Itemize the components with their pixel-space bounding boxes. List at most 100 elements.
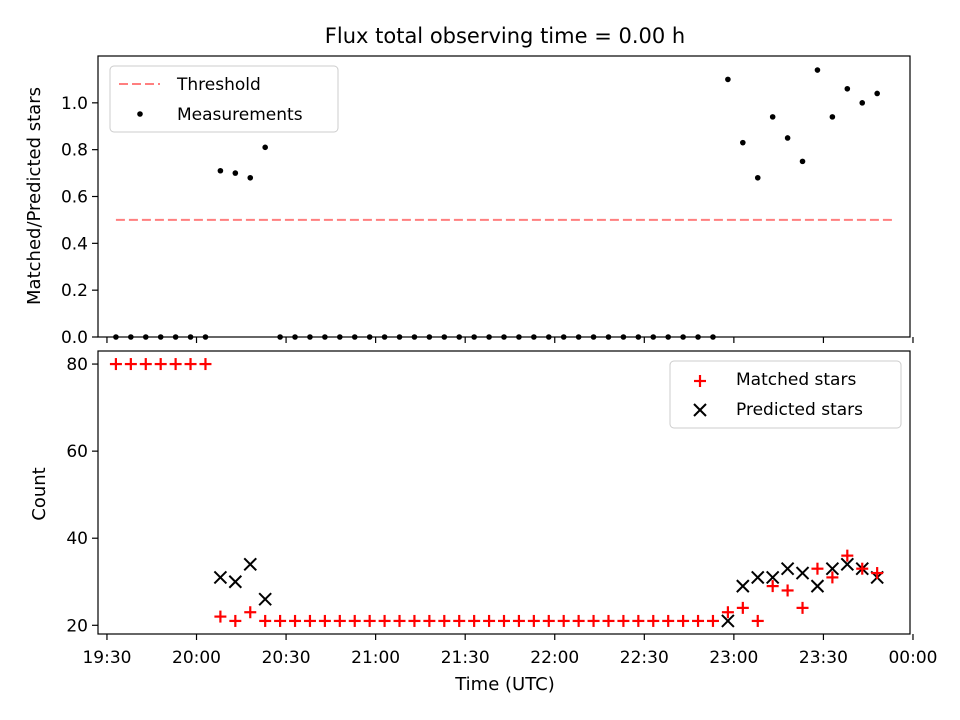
predicted-point-4 bbox=[721, 614, 735, 628]
matched-point-40 bbox=[706, 614, 719, 627]
count-y-ticks: 20 40 60 80 bbox=[66, 355, 98, 636]
predicted-legend-swatch bbox=[693, 403, 707, 417]
ratio-y-axis-label: Matched/Predicted stars bbox=[24, 87, 45, 305]
ratio-y-tick-label-0: 0.0 bbox=[61, 328, 88, 348]
count-y-tick-label-2: 60 bbox=[66, 442, 88, 462]
matched-point-43 bbox=[751, 614, 764, 627]
matched-point-46 bbox=[796, 601, 809, 614]
matched-point-5 bbox=[184, 358, 197, 371]
measurement-point-50 bbox=[859, 100, 866, 106]
count-legend-frame bbox=[669, 360, 902, 429]
measurement-point-48 bbox=[829, 114, 836, 120]
measurement-point-41 bbox=[725, 76, 731, 83]
matched-point-0 bbox=[109, 358, 122, 371]
matched-point-37 bbox=[662, 614, 675, 627]
ratio-y-tick-label-4: 0.8 bbox=[61, 141, 88, 161]
x-tick-label-8: 23:30 bbox=[799, 648, 848, 668]
matched-point-7 bbox=[214, 610, 227, 623]
measurement-point-44 bbox=[769, 114, 776, 120]
ratio-y-tick-label-2: 0.4 bbox=[61, 234, 88, 254]
matched-point-35 bbox=[632, 614, 645, 627]
matched-point-36 bbox=[647, 614, 660, 627]
matched-point-45 bbox=[781, 584, 794, 597]
matched-point-14 bbox=[318, 614, 331, 627]
x-tick-label-9: 00:00 bbox=[888, 648, 937, 668]
matched-point-6 bbox=[199, 358, 212, 371]
predicted-point-2 bbox=[243, 557, 257, 572]
x-tick-label-2: 20:30 bbox=[262, 648, 311, 668]
x-tick-label-5: 22:00 bbox=[530, 648, 579, 668]
count-marks bbox=[109, 358, 884, 628]
predicted-point-12 bbox=[840, 557, 855, 572]
matched-point-19 bbox=[393, 614, 406, 627]
matched-point-10 bbox=[259, 614, 272, 627]
matched-point-47 bbox=[811, 562, 824, 575]
measurement-point-45 bbox=[784, 135, 791, 141]
matched-point-21 bbox=[423, 614, 436, 627]
matched-point-41 bbox=[721, 606, 734, 619]
matched-point-25 bbox=[483, 614, 496, 627]
predicted-point-8 bbox=[780, 561, 795, 576]
chart-title: Flux total observing time = 0.00 h bbox=[325, 24, 685, 48]
matched-point-3 bbox=[154, 358, 167, 371]
matched-point-24 bbox=[468, 614, 481, 627]
ratio-plot-frame bbox=[97, 55, 911, 338]
measurement-point-42 bbox=[740, 139, 746, 146]
count-y-tick-label-1: 40 bbox=[66, 529, 88, 549]
matched-legend-label: Matched stars bbox=[736, 370, 856, 390]
predicted-point-10 bbox=[810, 579, 825, 593]
x-tick-label-3: 21:00 bbox=[351, 648, 400, 668]
ratio-panel: 0.0 0.2 0.4 0.6 0.8 1.0 Matched/Predicted sta… bbox=[24, 55, 914, 348]
matched-point-31 bbox=[572, 614, 585, 627]
measurement-point-10 bbox=[262, 144, 268, 151]
matched-point-33 bbox=[602, 614, 615, 627]
matched-point-8 bbox=[229, 614, 242, 627]
predicted-point-7 bbox=[765, 570, 780, 585]
matched-point-44 bbox=[766, 580, 779, 593]
matched-point-48 bbox=[826, 571, 839, 584]
matched-legend-swatch bbox=[694, 375, 706, 387]
matched-point-13 bbox=[303, 614, 316, 627]
measurement-point-7 bbox=[217, 167, 224, 174]
measurement-point-47 bbox=[814, 67, 821, 73]
matched-point-50 bbox=[856, 562, 869, 575]
matched-point-4 bbox=[169, 358, 182, 371]
predicted-point-5 bbox=[736, 579, 750, 593]
ratio-y-ticks: 0.0 0.2 0.4 0.6 0.8 1.0 bbox=[61, 94, 98, 348]
measurements-legend-swatch bbox=[137, 111, 143, 117]
count-y-tick-label-0: 20 bbox=[66, 616, 88, 636]
measurement-point-8 bbox=[232, 170, 239, 176]
matched-point-17 bbox=[363, 614, 376, 627]
predicted-point-1 bbox=[228, 575, 243, 589]
matched-point-28 bbox=[527, 614, 540, 627]
measurement-point-46 bbox=[799, 158, 806, 165]
matched-point-49 bbox=[841, 549, 854, 562]
matched-point-22 bbox=[438, 614, 451, 627]
predicted-point-0 bbox=[213, 570, 228, 585]
count-plot-frame bbox=[97, 350, 911, 635]
matched-point-34 bbox=[617, 614, 630, 627]
matched-point-1 bbox=[124, 358, 137, 371]
x-tick-label-4: 21:30 bbox=[441, 648, 490, 668]
ratio-marks bbox=[113, 67, 893, 340]
matched-point-26 bbox=[498, 614, 510, 627]
matched-point-32 bbox=[587, 614, 600, 627]
matched-point-20 bbox=[408, 614, 421, 627]
x-tick-label-7: 23:00 bbox=[709, 648, 758, 668]
measurements-legend-label: Measurements bbox=[177, 105, 303, 125]
measurement-point-9 bbox=[247, 174, 254, 181]
count-x-ticks: 19:30 20:00 20:30 21:00 21:30 22:00 22:30 23:00… bbox=[82, 634, 937, 668]
threshold-legend-label: Threshold bbox=[176, 75, 261, 95]
predicted-legend-label: Predicted stars bbox=[736, 400, 863, 420]
x-tick-label-6: 22:30 bbox=[620, 648, 669, 668]
matched-point-11 bbox=[274, 614, 287, 627]
measurement-point-49 bbox=[844, 85, 851, 92]
matched-point-16 bbox=[348, 614, 361, 627]
matched-point-2 bbox=[139, 358, 152, 371]
matched-point-29 bbox=[542, 614, 555, 627]
count-y-tick-label-3: 80 bbox=[66, 355, 88, 375]
ratio-legend-frame bbox=[109, 65, 339, 133]
matched-point-23 bbox=[453, 614, 466, 627]
ratio-y-tick-label-5: 1.0 bbox=[61, 94, 88, 114]
predicted-point-3 bbox=[258, 592, 272, 606]
